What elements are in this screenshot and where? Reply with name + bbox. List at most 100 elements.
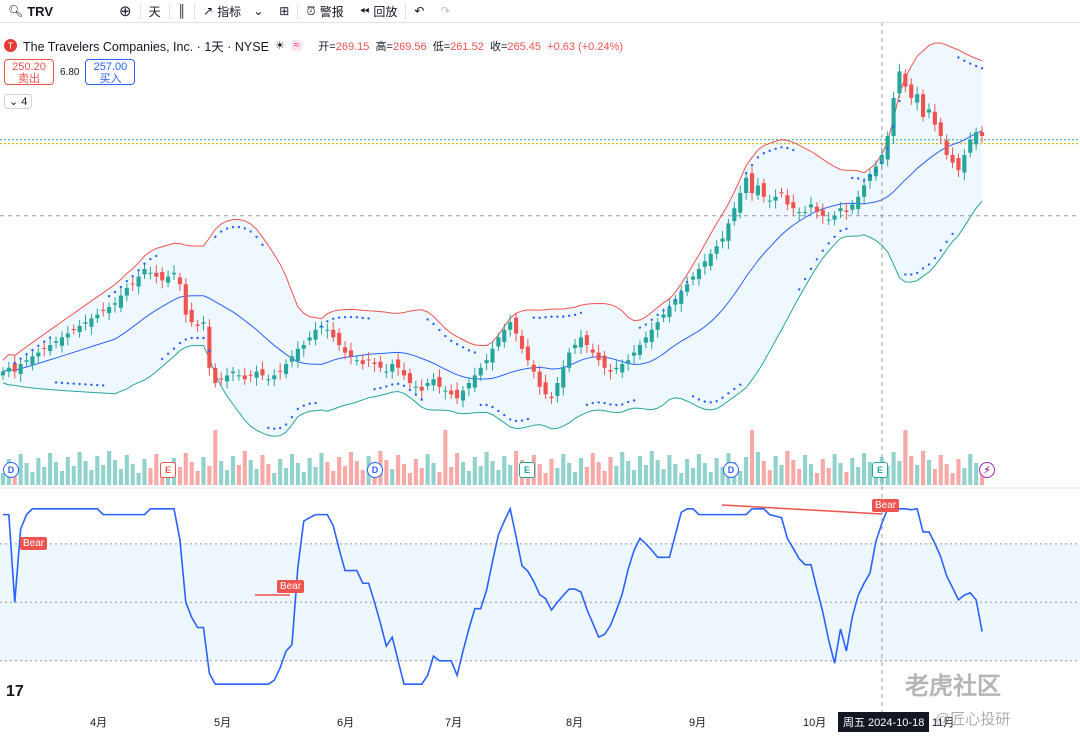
volume-bar — [950, 473, 955, 485]
month-tick: 5月 — [214, 717, 232, 729]
indicator-collapse-toggle[interactable]: ⌄ 4 — [4, 94, 33, 109]
candle-body — [449, 390, 454, 395]
divider — [168, 3, 170, 19]
grid-icon: ⊞ — [279, 4, 290, 18]
volume-bar — [514, 451, 519, 485]
sar-dot — [13, 361, 16, 365]
volume-bar — [779, 465, 784, 485]
candle-body — [24, 360, 29, 362]
sar-dot — [455, 343, 459, 346]
volume-bar — [0, 473, 6, 485]
tiger-watermark: 老虎社区 — [905, 673, 1001, 700]
volume-bar — [767, 470, 772, 485]
volume-bar — [956, 459, 961, 485]
indicators-button[interactable]: ↗ 指标 ⌄ — [195, 0, 271, 22]
volume-bar — [696, 454, 702, 485]
sar-dot — [119, 285, 123, 289]
add-symbol-button[interactable]: ⊕ — [111, 0, 140, 22]
earnings-event-marker[interactable]: E — [872, 462, 888, 478]
volume-bar — [484, 452, 489, 485]
candle-body — [89, 318, 94, 327]
chart-type-button[interactable]: ║ — [170, 0, 195, 22]
candle-body — [342, 347, 348, 353]
dividend-event-marker[interactable]: D — [367, 462, 383, 478]
sar-dot — [438, 328, 441, 332]
candle-body — [519, 335, 525, 349]
volume-bar — [850, 458, 855, 485]
candle-body — [118, 295, 123, 308]
undo-button[interactable]: ↶ — [406, 0, 432, 22]
replay-button[interactable]: ⏪︎ 回放 — [352, 0, 406, 22]
volume-bar — [738, 471, 743, 485]
earnings-event-marker[interactable]: E — [519, 462, 535, 478]
volume-bar — [661, 469, 666, 485]
sar-dot — [391, 383, 394, 386]
volume-bar — [396, 455, 401, 485]
candle-body — [390, 364, 395, 372]
volume-bar — [791, 460, 796, 485]
candle-body — [921, 94, 926, 117]
sar-dot — [31, 348, 34, 352]
volume-bar — [278, 459, 283, 485]
volume-bar — [649, 451, 654, 485]
sar-dot — [550, 315, 553, 318]
candle-body — [325, 329, 330, 331]
volume-bar — [549, 459, 554, 485]
volume-bar — [283, 468, 289, 485]
dividend-event-marker[interactable]: D — [723, 462, 739, 478]
sar-dot — [261, 243, 264, 246]
volume-bar — [230, 456, 236, 485]
sell-button[interactable]: 250.20 卖出 — [4, 59, 54, 85]
dividend-event-marker[interactable]: D — [3, 462, 19, 478]
candle-body — [407, 373, 412, 383]
candle-body — [956, 158, 961, 171]
candle-body — [744, 177, 749, 193]
volume-bar — [543, 473, 548, 485]
volume-bar — [419, 468, 424, 485]
sar-dot — [320, 325, 323, 328]
candle-body — [620, 364, 625, 373]
sar-dot — [278, 426, 282, 430]
candle-body — [148, 272, 153, 274]
candle-body — [974, 132, 979, 145]
volume-bar — [962, 468, 967, 485]
sar-dot — [898, 99, 901, 103]
sar-dot — [821, 249, 824, 252]
volume-bar — [844, 472, 849, 485]
redo-button[interactable]: ↷ — [432, 0, 458, 22]
month-tick: 11月 — [932, 717, 955, 729]
volume-bar — [295, 463, 300, 485]
layouts-button[interactable]: ⊞ — [271, 0, 297, 22]
candle-body — [567, 352, 572, 368]
alert-button[interactable]: ⏰︎ 警报 — [298, 0, 351, 22]
volume-bar — [814, 473, 819, 485]
volume-bar — [761, 461, 766, 485]
sar-dot — [792, 148, 795, 152]
candle-body — [791, 202, 796, 209]
earnings-event-marker[interactable]: E — [160, 462, 176, 478]
candle-body — [213, 367, 218, 383]
flash-event-icon[interactable]: ⚡︎ — [979, 462, 995, 478]
candle-body — [667, 307, 672, 317]
volume-bar — [856, 467, 861, 485]
sar-dot — [762, 152, 766, 155]
candle-body — [767, 200, 772, 202]
candle-body — [708, 253, 713, 266]
sar-dot — [190, 336, 193, 340]
candle-body — [938, 122, 943, 136]
candle-body — [968, 139, 973, 153]
volume-bar — [348, 452, 354, 485]
interval-button[interactable]: 天 — [141, 0, 169, 22]
candle-body — [136, 276, 141, 287]
volume-bar — [466, 471, 471, 485]
volume-bar — [219, 461, 224, 485]
buy-button[interactable]: 257.00 买入 — [85, 59, 136, 85]
sar-dot — [96, 383, 99, 387]
candle-body — [649, 329, 654, 342]
volume-bar — [136, 473, 141, 485]
candle-body — [690, 276, 696, 280]
sar-dot — [886, 147, 889, 151]
market-open-icon: ☀︎ — [274, 40, 285, 52]
symbol-search[interactable]: 🔍︎ TRV — [0, 0, 61, 22]
